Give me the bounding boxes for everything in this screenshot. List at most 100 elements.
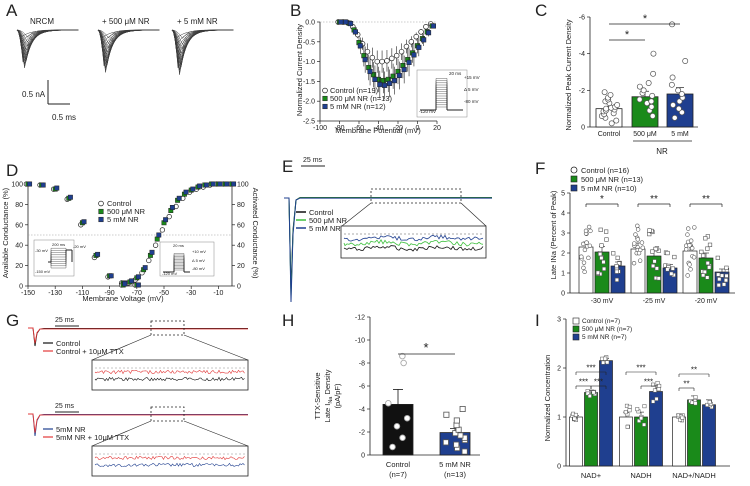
- d-point-inact: [81, 219, 87, 225]
- f-leg-marker-500: [570, 175, 578, 183]
- d-point-act: [176, 195, 182, 201]
- c-point: [645, 80, 652, 86]
- d-point-act: [163, 217, 169, 223]
- f-point: [721, 282, 727, 287]
- d-point-act: [210, 181, 216, 187]
- f-ylabel: Late INa (Percent of Peak): [549, 190, 558, 279]
- h-ytick-label: -6: [359, 384, 365, 391]
- h-n-5mm: (n=13): [444, 470, 466, 479]
- f-point: [716, 283, 721, 288]
- i-leg-500: 500 μM NR (n=7): [582, 326, 632, 333]
- d-protocol-left-step: [48, 248, 73, 263]
- d-prot-l-20mv: -20 mV: [73, 244, 86, 249]
- g-top-inset-traces: [94, 367, 245, 382]
- i-ylabel: Normalized Concentration: [543, 355, 552, 442]
- i-point: [707, 400, 712, 405]
- c-point: [671, 114, 678, 121]
- e-zoom-line-right: [460, 202, 487, 227]
- f-point: [685, 273, 690, 278]
- c-point: [668, 81, 675, 88]
- e-scale-label: 25 ms: [303, 157, 323, 164]
- h-bar: [382, 403, 414, 456]
- f-point: [633, 232, 638, 237]
- c-sig-1: *: [625, 29, 630, 41]
- f-xtick-25: -25 mV: [643, 298, 666, 305]
- i-point: [652, 388, 657, 393]
- f-point: [701, 253, 706, 258]
- c-point: [636, 96, 643, 103]
- g-bot-zoom-box: [150, 406, 185, 422]
- d-legend-label: Control: [107, 199, 132, 208]
- f-leg-marker-control: [570, 166, 578, 174]
- d-xtick-label: -150: [21, 290, 35, 297]
- c-point: [669, 74, 676, 81]
- panel-label-h: H: [282, 311, 294, 330]
- d-xtick-label: -70: [132, 290, 142, 297]
- f-point: [703, 236, 708, 241]
- e-zoom-line-left: [341, 202, 372, 227]
- f-point: [616, 261, 622, 266]
- f-point: [614, 269, 619, 274]
- f-point: [687, 243, 692, 248]
- h-point: [400, 359, 407, 367]
- g-top-zoom-right: [183, 334, 249, 361]
- f-point: [687, 262, 692, 267]
- f-point: [639, 240, 645, 245]
- h-point: [385, 400, 392, 407]
- f-point: [582, 247, 588, 253]
- c-point: [650, 70, 657, 77]
- i-leg-5mm: 5 mM NR (n=7): [582, 334, 627, 341]
- b-point-5mm: [421, 37, 427, 43]
- d-prot-r-d5mv: Δ 5 mV: [192, 258, 205, 263]
- f-xtick-20: -20 mV: [695, 298, 718, 305]
- e-leg-500: 500 μM NR: [309, 216, 348, 225]
- current-trace: [16, 29, 79, 38]
- d-ytick-label-right: 80: [237, 202, 245, 209]
- h-ylabel-1: TTX-Sensitive: [313, 372, 322, 419]
- i-leg-control: Control (n=7): [582, 318, 620, 325]
- d-prot-r-120mv: -120 mV: [162, 271, 177, 276]
- current-trace: [171, 29, 234, 61]
- c-point: [678, 109, 685, 116]
- d-prot-r-20ms: 20 ms: [173, 243, 184, 248]
- i-ytick-label: 1: [557, 415, 561, 422]
- c-ylabel: Normalized Peak Current Density: [564, 19, 573, 131]
- i-xtick-nadh: NADH: [630, 471, 651, 480]
- g-bottom-inset-traces: [94, 453, 245, 468]
- e-leg-5mm: 5 mM NR: [309, 224, 341, 233]
- i-ytick-label: 0: [557, 464, 561, 471]
- g-top-traces: [28, 327, 248, 347]
- i-point: [601, 360, 606, 365]
- g-inset-trace: [94, 376, 245, 382]
- d-ylabel-right: Activated Conductance (%): [251, 188, 260, 279]
- f-point: [611, 251, 616, 256]
- current-trace: [16, 29, 79, 56]
- current-trace: [97, 29, 160, 60]
- c-point: [670, 102, 677, 108]
- d-ytick-label-right: 60: [237, 222, 245, 229]
- d-xtick-label: -110: [76, 290, 90, 297]
- f-point: [650, 263, 656, 269]
- current-trace: [171, 29, 234, 39]
- d-protocol-left: -30 mV 200 ms -20 mV -150 mV: [33, 239, 86, 277]
- h-point: [453, 441, 460, 448]
- f-point: [716, 272, 721, 277]
- panel-label-g: G: [6, 311, 19, 330]
- f-point: [584, 240, 589, 245]
- f-ytick-label: 5: [561, 191, 565, 198]
- d-point-act: [224, 181, 230, 187]
- d-prot-r-10mv: +10 mV: [192, 249, 206, 254]
- c-point: [614, 102, 621, 108]
- traces-a-group: [16, 29, 234, 75]
- f-point: [656, 276, 661, 281]
- f-point: [699, 249, 704, 254]
- i-point: [642, 422, 647, 427]
- f-point: [705, 246, 710, 251]
- current-trace: [171, 29, 234, 60]
- c-point: [648, 98, 655, 105]
- h-point: [399, 434, 406, 442]
- f-point: [705, 275, 710, 280]
- f-point: [601, 266, 607, 271]
- f-bar: [578, 246, 594, 294]
